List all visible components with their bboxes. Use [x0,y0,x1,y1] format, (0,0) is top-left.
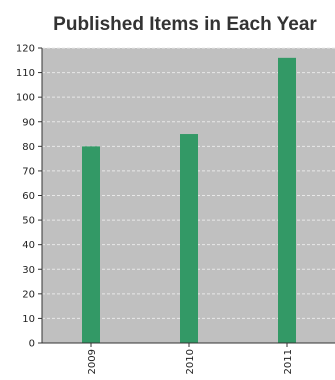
bar-2010 [180,134,198,343]
x-tick-label: 2009 [87,349,98,374]
x-tick-label: 2011 [283,349,294,374]
y-tick-label: 120 [16,44,35,55]
y-tick-label: 80 [22,142,35,153]
y-tick-label: 40 [22,240,35,251]
bar-2011 [278,57,296,343]
y-tick-label: 100 [16,93,35,104]
y-tick-label: 10 [22,314,35,325]
x-axis-ticks: 2009 2010 2011 [87,343,294,374]
bars [82,57,296,343]
y-tick-label: 60 [22,191,35,202]
y-tick-label: 70 [22,166,35,177]
y-tick-label: 90 [22,117,35,128]
y-tick-label: 50 [22,216,35,227]
y-tick-label: 20 [22,289,35,300]
y-tick-label: 0 [29,339,35,350]
y-tick-label: 110 [16,68,35,79]
chart-title: Published Items in Each Year [53,14,317,35]
y-tick-label: 30 [22,265,35,276]
y-axis-ticks: 0 10 20 30 40 50 60 70 80 90 100 110 120 [16,44,42,350]
bar-2009 [82,146,100,343]
x-tick-label: 2010 [185,349,196,374]
